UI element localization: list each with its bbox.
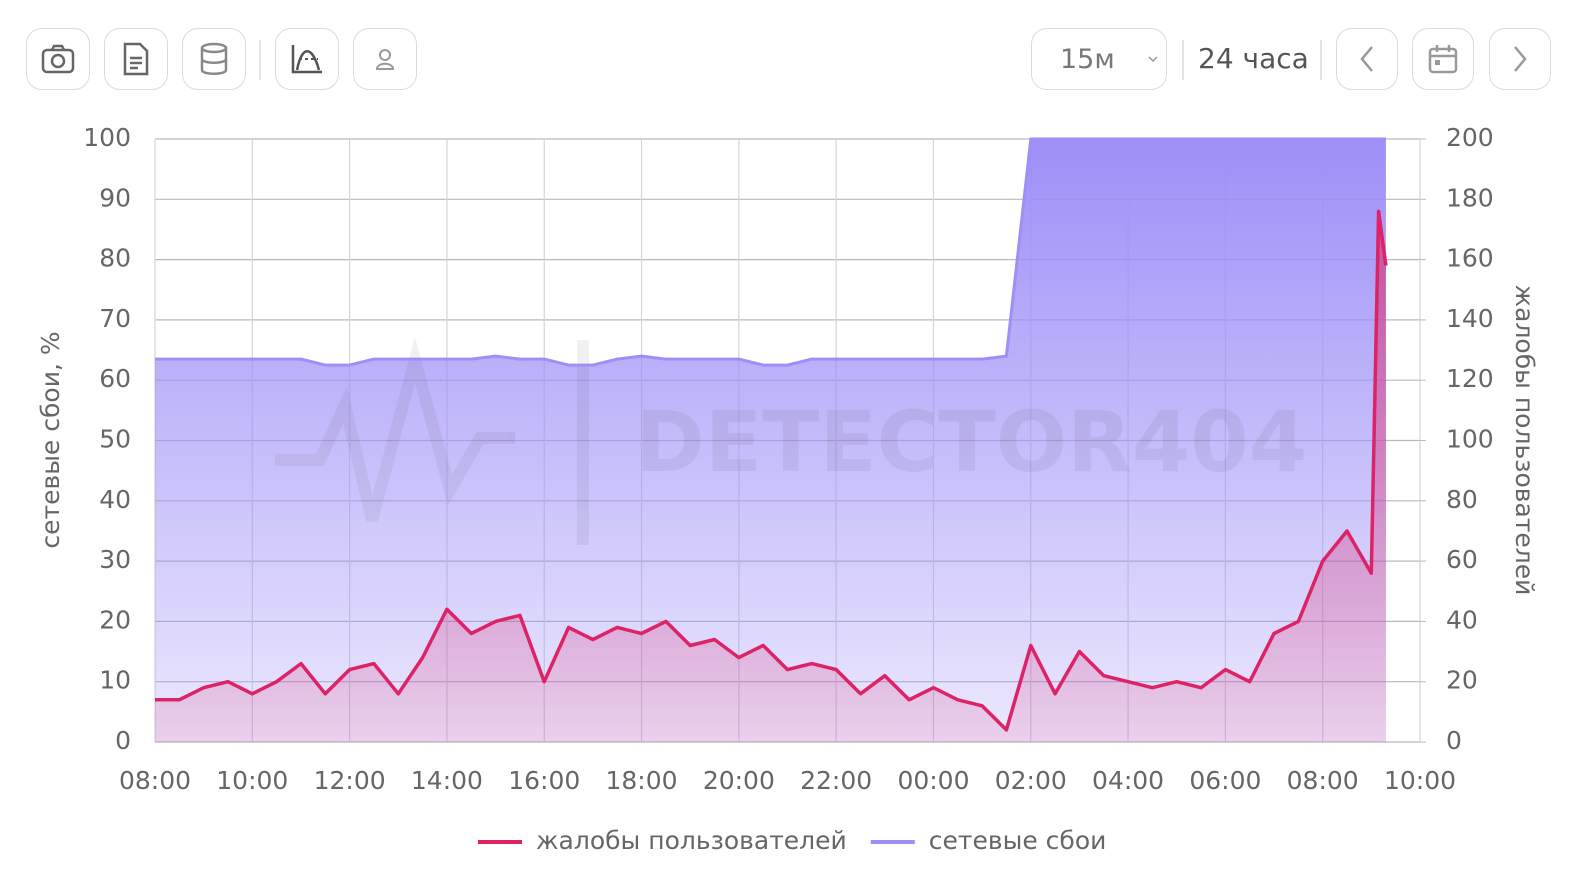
x-tick-label: 08:00 bbox=[119, 766, 191, 795]
y2-tick-label: 100 bbox=[1446, 425, 1494, 454]
y-tick-label: 50 bbox=[99, 425, 131, 454]
x-tick-label: 10:00 bbox=[1384, 766, 1456, 795]
separator bbox=[259, 40, 261, 80]
y2-tick-label: 80 bbox=[1446, 485, 1478, 514]
y2-tick-label: 20 bbox=[1446, 666, 1478, 695]
interval-value: 15м bbox=[1060, 43, 1115, 75]
prev-button[interactable] bbox=[1336, 28, 1398, 90]
database-button[interactable] bbox=[182, 28, 246, 90]
chart-mode-button[interactable] bbox=[275, 28, 339, 90]
x-tick-label: 06:00 bbox=[1189, 766, 1261, 795]
x-tick-label: 00:00 bbox=[897, 766, 969, 795]
y-tick-label: 80 bbox=[99, 244, 131, 273]
y-axis-title: сетевые сбои, % bbox=[36, 331, 65, 548]
x-tick-label: 08:00 bbox=[1287, 766, 1359, 795]
y2-tick-label: 200 bbox=[1446, 123, 1494, 152]
y2-axis-title: жалобы пользователей bbox=[1510, 285, 1539, 596]
interval-select[interactable]: 15м bbox=[1031, 28, 1167, 90]
x-tick-label: 22:00 bbox=[800, 766, 872, 795]
area-fill bbox=[155, 211, 1386, 742]
y-tick-label: 10 bbox=[99, 666, 131, 695]
legend-label: сетевые сбои bbox=[929, 826, 1107, 855]
separator bbox=[1182, 40, 1184, 80]
y2-tick-label: 120 bbox=[1446, 364, 1494, 393]
y2-tick-label: 40 bbox=[1446, 605, 1478, 634]
legend-label: жалобы пользователей bbox=[536, 826, 847, 855]
user-button[interactable] bbox=[353, 28, 417, 90]
y-tick-label: 90 bbox=[99, 183, 131, 212]
y-tick-label: 0 bbox=[115, 726, 131, 755]
x-tick-label: 20:00 bbox=[703, 766, 775, 795]
x-tick-label: 04:00 bbox=[1092, 766, 1164, 795]
series-line bbox=[155, 137, 1386, 367]
y-tick-label: 100 bbox=[83, 123, 131, 152]
y2-tick-label: 60 bbox=[1446, 545, 1478, 574]
x-tick-label: 16:00 bbox=[508, 766, 580, 795]
series-line bbox=[155, 209, 1388, 732]
y-tick-label: 70 bbox=[99, 304, 131, 333]
calendar-button[interactable] bbox=[1412, 28, 1474, 90]
x-tick-label: 14:00 bbox=[411, 766, 483, 795]
x-tick-label: 02:00 bbox=[995, 766, 1067, 795]
y-tick-label: 20 bbox=[99, 605, 131, 634]
separator bbox=[1320, 40, 1322, 80]
y-tick-label: 60 bbox=[99, 364, 131, 393]
y2-tick-label: 160 bbox=[1446, 244, 1494, 273]
y2-tick-label: 0 bbox=[1446, 726, 1462, 755]
y-tick-label: 30 bbox=[99, 545, 131, 574]
y-tick-label: 40 bbox=[99, 485, 131, 514]
next-button[interactable] bbox=[1489, 28, 1551, 90]
watermark: DETECTOR404 bbox=[635, 393, 1307, 491]
x-tick-label: 12:00 bbox=[314, 766, 386, 795]
area-fill bbox=[155, 139, 1386, 742]
x-tick-label: 10:00 bbox=[216, 766, 288, 795]
watermark-logo bbox=[275, 336, 589, 545]
range-label: 24 часа bbox=[1198, 42, 1309, 75]
camera-button[interactable] bbox=[26, 28, 90, 90]
x-tick-label: 18:00 bbox=[606, 766, 678, 795]
y2-tick-label: 140 bbox=[1446, 304, 1494, 333]
document-button[interactable] bbox=[104, 28, 168, 90]
y2-tick-label: 180 bbox=[1446, 183, 1494, 212]
